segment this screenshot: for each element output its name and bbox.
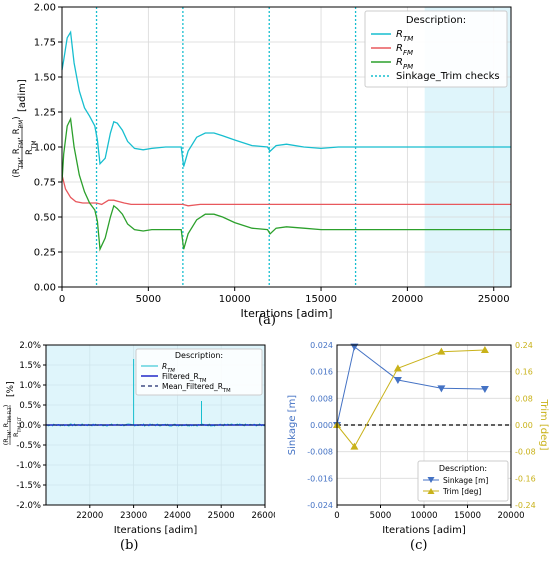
y-axis-unit: [adim] (17, 79, 28, 112)
y-right-tick-label: -0.08 (515, 448, 536, 457)
y-tick-label: 1.50 (34, 73, 56, 84)
legend-title: Description: (175, 351, 223, 360)
y-tick-label: 1.75 (34, 38, 56, 49)
plot-frame (336, 344, 512, 506)
y-axis-denominator: RTM-FLT (12, 417, 23, 437)
legend-entry: Trim [deg] (442, 487, 481, 496)
x-tick-label: 15000 (454, 511, 481, 521)
caption-c: (c) (410, 538, 428, 553)
x-tick-label: 26000 (251, 511, 275, 521)
y-tick-label: 0.0% (19, 421, 41, 431)
y-right-tick-label: -0.24 (515, 501, 536, 510)
legend-title: Description: (406, 15, 466, 26)
y-axis-label: (RTM, RFM, RPM)RTM [adim] (12, 79, 38, 177)
x-tick-label: 20000 (497, 511, 524, 521)
legend-entry: Sinkage_Trim checks (396, 71, 500, 82)
x-tick-label: 15000 (305, 294, 337, 305)
y-left-tick-label: 0.008 (310, 394, 333, 403)
legend-entry: Filtered_RTM (162, 372, 207, 384)
legend-entry: Sinkage [m] (443, 476, 488, 485)
legend-entry: RFM (396, 43, 413, 57)
y-tick-label: 0.25 (34, 248, 56, 259)
y-right-tick-label: 0.16 (515, 368, 533, 377)
y-left-tick-label: 0.024 (310, 341, 333, 350)
y-tick-label: 2.0% (19, 341, 41, 351)
x-axis-label: Iterations [adim] (241, 307, 333, 320)
legend-marker (427, 488, 435, 494)
x-tick-label: 24000 (164, 511, 191, 521)
y-tick-label: 1.25 (34, 108, 56, 119)
legend-box (364, 10, 508, 88)
x-tick-label: 20000 (391, 294, 423, 305)
y-tick-label: 1.00 (34, 143, 56, 154)
y-left-tick-label: -0.024 (307, 501, 333, 510)
y-right-tick-label: -0.16 (515, 474, 536, 483)
caption-a: (a) (258, 313, 276, 328)
chart-a: 0 5000 10000 15000 20000 25000 0.00 0.25 0.50 0.7… (12, 3, 512, 320)
y-right-tick-label: 0.00 (515, 421, 533, 430)
y-right-axis-label: Trim [deg] (538, 398, 549, 450)
x-tick-label: 25000 (478, 294, 510, 305)
sinkage-marker (437, 385, 446, 393)
y-tick-label: -1.5% (16, 481, 41, 491)
chart-c: 0 5000 10000 15000 20000 -0.024 -0.016 -0.008 0.… (287, 341, 549, 536)
y-left-tick-label: 0.016 (310, 368, 333, 377)
y-tick-label: 0.00 (34, 283, 56, 294)
y-axis-denominator: RTM (25, 140, 38, 155)
x-tick-label: 0 (334, 511, 339, 521)
y-axis-numerator: (RTM, RTM-FLT) (2, 405, 13, 446)
y-tick-label: -0.5% (16, 441, 41, 451)
x-tick-label: 22000 (76, 511, 103, 521)
chart-b: 22000 23000 24000 25000 26000 -2.0% -1.5% -1.0%… (2, 341, 275, 536)
y-tick-label: 0.5% (19, 401, 41, 411)
plot-frame (45, 344, 266, 506)
y-right-tick-label: 0.24 (515, 341, 533, 350)
y-left-tick-label: -0.016 (307, 474, 333, 483)
legend-entry: RPM (396, 57, 413, 71)
trim-marker (437, 347, 446, 355)
x-tick-label: 25000 (208, 511, 235, 521)
sinkage-marker (480, 386, 489, 393)
series-line-sinkage (336, 345, 485, 426)
x-axis-label: Iterations [adim] (382, 525, 466, 536)
legend-box (417, 460, 509, 502)
legend-entry: RTM (162, 362, 175, 374)
y-left-axis-label: Sinkage [m] (287, 395, 298, 456)
series-line-r-pm (61, 116, 511, 252)
y-axis-unit: [%] (6, 381, 16, 397)
x-tick-label: 10000 (410, 511, 437, 521)
legend-marker (427, 477, 435, 483)
y-axis-numerator: (RTM, RFM, RPM) (12, 116, 25, 177)
x-tick-label: 0 (59, 294, 65, 305)
y-tick-label: -1.0% (16, 461, 41, 471)
legend-box (135, 348, 263, 396)
x-tick-label: 5000 (136, 294, 161, 305)
x-axis-label: Iterations [adim] (114, 525, 198, 536)
y-tick-label: 0.50 (34, 213, 56, 224)
trim-marker (350, 442, 359, 450)
y-right-tick-label: 0.08 (515, 394, 533, 403)
caption-b: (b) (120, 538, 139, 553)
series-line-r-fm (61, 174, 511, 207)
y-left-tick-label: -0.008 (307, 448, 333, 457)
x-tick-label: 5000 (370, 511, 392, 521)
x-tick-label: 10000 (219, 294, 251, 305)
y-tick-label: 2.00 (34, 3, 56, 14)
trim-marker (393, 364, 402, 372)
y-tick-label: 0.75 (34, 178, 56, 189)
legend-entry: Mean_Filtered_RTM (162, 382, 231, 394)
legend-title: Description: (439, 464, 487, 473)
y-tick-label: 1.5% (19, 361, 41, 371)
y-left-tick-label: 0.000 (310, 421, 333, 430)
trim-marker (480, 346, 489, 353)
x-tick-label: 23000 (120, 511, 147, 521)
legend-entry: RTM (396, 29, 413, 43)
y-axis-label: (RTM, RTM-FLT)RTM-FLT [%] (2, 381, 23, 445)
series-line-r-tm (61, 30, 511, 167)
plot-frame (61, 6, 512, 288)
y-tick-label: -2.0% (16, 501, 41, 511)
y-tick-label: 1.0% (19, 381, 41, 391)
sinkage-marker (393, 377, 402, 384)
